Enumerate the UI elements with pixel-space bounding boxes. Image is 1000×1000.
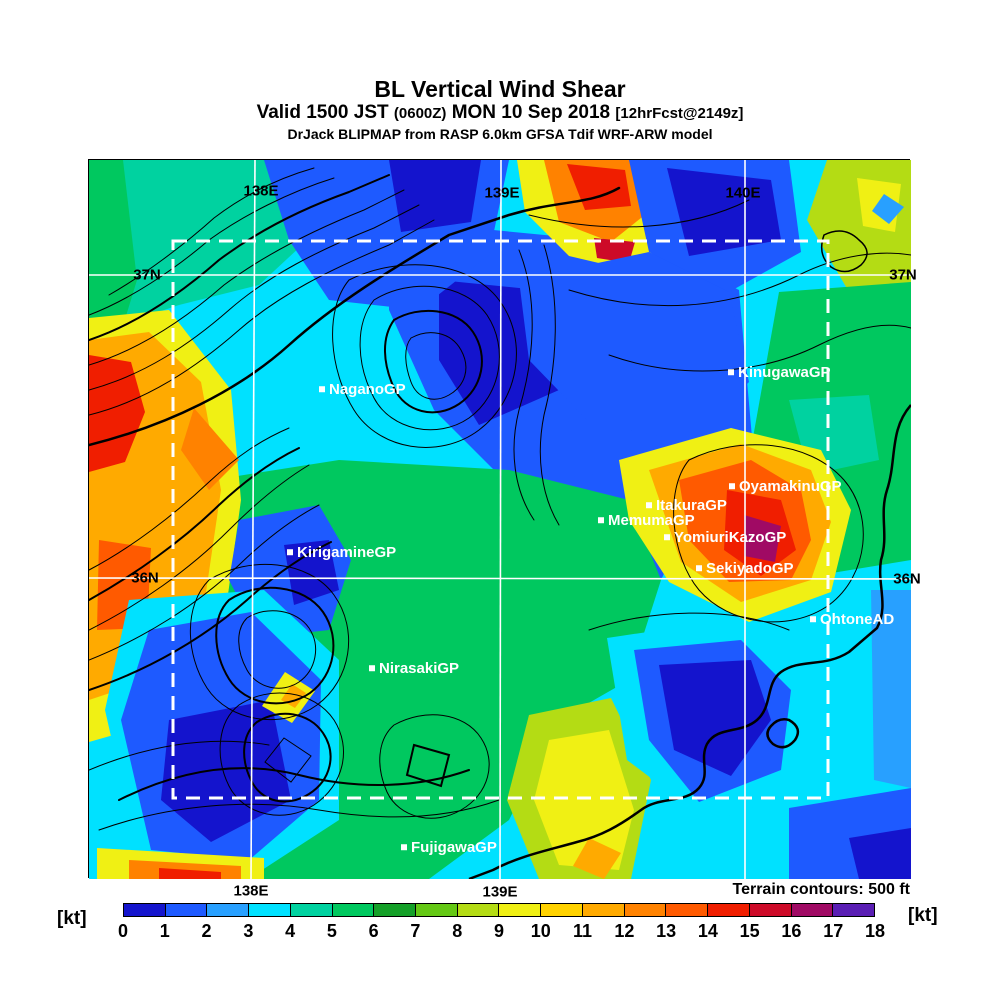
station-dot [369,665,375,672]
colorbar-tick-14: 14 [697,921,718,941]
grid-label-lon-138e-top: 138E [243,182,279,200]
colorbar-tick-11: 11 [573,921,593,941]
unit-label-right: [kt] [908,905,938,926]
coastline [468,404,911,879]
colorbar-segment-3-4 [249,904,291,916]
station-fujigawa-gp: FujigawaGP [401,838,497,856]
page-title: BL Vertical Wind Shear [374,76,626,102]
grid-label-lon-139e-bottom: 139E [482,883,518,901]
station-label: SekiyadoGP [706,559,794,577]
station-kirigamine-gp: KirigamineGP [287,543,396,561]
colorbar-tick-2: 2 [201,921,212,941]
colorbar-segment-8-9 [457,904,500,916]
colorbar-tick-10: 10 [530,921,551,941]
station-nirasaki-gp: NirasakiGP [369,659,459,677]
grid-label-lat-37n-right: 37N [889,266,917,284]
nest-domain-box [171,239,830,800]
colorbar-segment-12-13 [624,904,667,916]
colorbar-tick-0: 0 [117,921,129,941]
station-nagano-gp: NaganoGP [319,380,406,398]
colorbar-segment-17-18 [833,904,874,916]
grid-label-lon-140e-top: 140E [725,184,761,202]
colorbar-segment-13-14 [666,904,709,916]
unit-label-left: [kt] [57,908,87,929]
colorbar-segment-6-7 [374,904,417,916]
station-sekiyado-gp: SekiyadoGP [696,559,794,577]
latlon-grid [89,160,911,879]
colorbar-segment-10-11 [541,904,583,916]
grid-label-lat-36n-right: 36N [893,570,921,588]
colorbar-segment-14-15 [708,904,750,916]
colorbar-tick-12: 12 [614,921,635,941]
grid-label-lon-139e-top: 139E [484,184,520,202]
colorbar-tick-18: 18 [864,921,886,941]
station-dot [646,502,652,509]
station-label: YomiuriKazoGP [674,528,787,546]
station-dot [728,369,734,376]
station-dot [287,549,293,556]
colorbar-ticks: 0 1 2 3 4 5 6 7 8 9 10 11 12 13 14 15 16 17 18 [118,921,885,941]
colorbar-segment-2-3 [207,904,250,916]
colorbar-segment-7-8 [416,904,458,916]
colorbar-segment-11-12 [582,904,625,916]
station-label: KirigamineGP [297,543,397,561]
model-line: DrJack BLIPMAP from RASP 6.0km GFSA Tdif… [287,125,713,142]
colorbar-segment-1-2 [165,904,208,916]
station-oyamakinu-gp: OyamakinuGP [729,477,842,495]
terrain-contours [89,167,911,831]
colorbar-tick-16: 16 [781,921,802,941]
station-dot [319,386,325,393]
colorbar-segment-0-1 [124,904,166,916]
station-dot [598,517,604,524]
zulu-time: (0600Z) [393,105,447,122]
colorbar-tick-9: 9 [493,921,505,941]
station-label: NirasakiGP [379,659,460,677]
colorbar-segment-4-5 [290,904,333,916]
station-dot [810,616,816,623]
station-itakura-gp: ItakuraGP [646,496,727,514]
shear-colorbar [123,903,875,917]
colorbar-tick-5: 5 [326,921,337,941]
colorbar-segment-5-6 [332,904,375,916]
colorbar-segment-16-17 [791,904,834,916]
station-label: OhtoneAD [820,610,895,628]
station-memuma-gp: MemumaGP [598,511,695,529]
grid-label-lon-138e-bottom: 138E [233,882,269,900]
colorbar-tick-4: 4 [285,921,296,941]
valid-time-line: Valid 1500 JST (0600Z) MON 10 Sep 2018 [… [256,102,744,123]
grid-label-lat-36n-left: 36N [131,569,159,587]
station-label: ItakuraGP [656,496,727,514]
station-kinugawa-gp: KinugawaGP [728,363,831,381]
header: BL Vertical Wind Shear Valid 1500 JST (0… [0,78,1000,142]
terrain-note: Terrain contours: 500 ft [732,881,910,898]
colorbar-tick-7: 7 [410,921,421,941]
forecast-cycle: [12hrFcst@2149z] [615,105,744,122]
station-dot [696,565,702,572]
station-label: OyamakinuGP [739,477,842,495]
colorbar-tick-17: 17 [823,921,844,941]
colorbar-segment-15-16 [749,904,792,916]
colorbar-tick-3: 3 [243,921,254,941]
station-dot [664,534,670,541]
shear-map-canvas [89,160,911,879]
station-dot [401,844,407,851]
grid-label-lat-37n-left: 37N [133,266,161,284]
colorbar-tick-1: 1 [159,921,170,941]
station-dot [729,483,735,490]
colorbar-tick-13: 13 [656,921,677,941]
colorbar-segment-9-10 [499,904,542,916]
station-label: FujigawaGP [411,838,497,856]
station-ohtone-ad: OhtoneAD [810,610,894,628]
colorbar-tick-6: 6 [368,921,379,941]
colorbar-tick-8: 8 [452,921,463,941]
shear-map[interactable]: 37N 37N 36N 36N 138E 139E 140E 138E 139E NaganoG… [88,159,921,901]
station-yomiurikazo-gp: YomiuriKazoGP [664,528,786,546]
station-label: MemumaGP [608,511,695,529]
station-label: KinugawaGP [738,363,831,381]
colorbar-tick-15: 15 [739,921,760,941]
station-label: NaganoGP [329,380,406,398]
